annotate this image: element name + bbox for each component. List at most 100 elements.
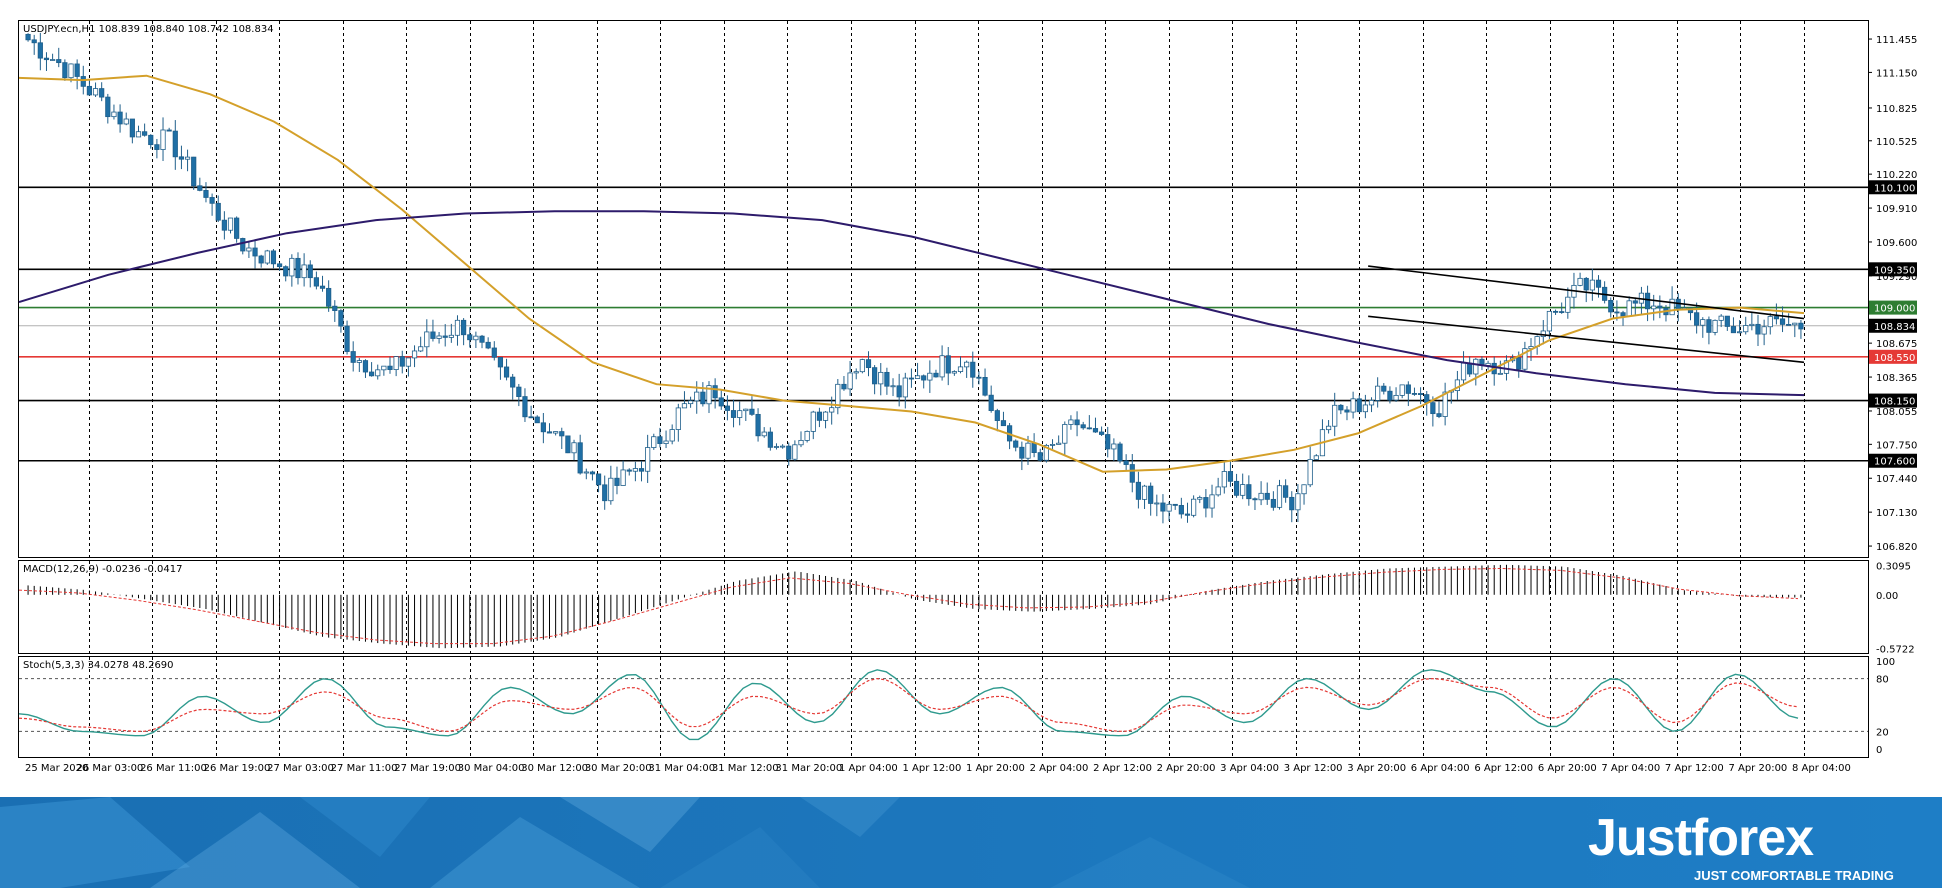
candle-body [1620,312,1626,317]
candle-body [528,416,534,419]
candle-body [1467,362,1473,375]
candle-body [988,394,994,411]
candle-body [497,356,504,368]
trading-chart: 111.455 111.150 110.825 110.525 110.220 109.9… [18,20,1917,774]
candle-body [1669,298,1675,316]
candle-body [589,471,596,475]
candle-body [430,331,436,339]
level-tag-bg [1869,453,1917,468]
candle-body [822,411,829,421]
candle-body [1516,357,1522,370]
time-tick-label: 3 Apr 20:00 [1347,763,1406,774]
candle-body [1387,390,1393,401]
ma-slow-line [18,210,1805,397]
time-tick-label: 30 Mar 20:00 [585,763,652,774]
candle-body [816,411,823,421]
time-tick-label: 27 Mar 19:00 [394,763,461,774]
candle-body [461,319,467,336]
candle-body [1013,440,1019,448]
candle-body [191,156,197,187]
candle-body [197,185,203,191]
candle-body [1191,498,1197,516]
candle-body [1454,379,1461,391]
candle-body [1405,384,1411,394]
brand-tagline: JUST COMFORTABLE TRADING [1694,868,1894,883]
candle-body [92,88,99,96]
candle-body [123,118,129,125]
candle-body [313,277,319,287]
candle-body [1154,502,1160,505]
level-tags: 110.100 109.350 109.000 108.834 108.550 108.1… [1869,180,1917,468]
candle-body [1068,419,1074,425]
candle-body [1411,393,1418,395]
macd-tick-label: 0.3095 [1876,562,1911,573]
candle-body [847,372,853,390]
candle-body [448,334,454,338]
candle-body [614,477,620,486]
stoch-tick-label: 20 [1876,727,1889,738]
candle-body [712,385,718,399]
channel-lower [1368,315,1805,364]
candle-body [884,371,890,387]
price-tick-label: 109.600 [1876,238,1917,249]
candle-body [608,477,614,502]
candle-body [215,202,221,221]
candle-body [1657,305,1663,309]
candle-body [1743,325,1749,333]
candle-body [209,197,215,204]
candle-body [467,334,473,341]
time-tick-label: 31 Mar 12:00 [712,763,779,774]
candle-body [602,484,608,502]
candle-body [1062,424,1068,444]
candle-body [454,319,461,336]
candle-body [43,57,50,61]
candle-body [381,365,387,371]
candle-body [737,410,743,418]
candle-body [442,335,448,338]
candle-body [1651,305,1657,310]
candle-body [1644,292,1651,310]
candle-body [1049,444,1056,446]
candle-body [1270,498,1276,508]
candle-body [1730,326,1737,334]
candle-body [68,63,74,79]
candle-body [921,375,927,381]
time-tick-label: 3 Apr 12:00 [1284,763,1343,774]
candle-body [1307,459,1313,486]
level-tag-label: 108.150 [1874,397,1915,408]
candle-body [1559,311,1565,313]
candle-body [1614,311,1620,314]
macd-signal-line [18,567,1799,645]
level-tag-bg [1869,349,1917,364]
candle-body [638,468,645,472]
candle-body [1718,315,1724,321]
candle-body [1080,424,1086,429]
candle-body [1043,444,1049,461]
candle-body [994,410,1000,421]
candle-body [878,371,884,385]
time-tick-label: 1 Apr 12:00 [903,763,962,774]
candle-body [1706,319,1712,333]
candle-body [307,264,313,279]
candle-body [1031,442,1037,454]
time-tick-label: 27 Mar 03:00 [267,763,334,774]
candle-body [1276,485,1283,508]
candle-body [154,144,160,150]
candle-body [301,264,307,279]
candle-body [1522,348,1528,370]
candle-body [853,371,859,374]
candle-body [1417,393,1424,396]
price-tick-label: 110.220 [1876,170,1917,181]
candle-body [1148,485,1154,504]
candle-body [99,88,105,98]
candle-body [289,257,295,277]
candle-body [1362,404,1368,413]
candle-body [479,335,485,343]
candle-body [1129,464,1135,483]
candle-body [1381,385,1387,392]
candle-body [1264,492,1270,500]
candle-body [1135,481,1142,500]
candle-body [172,130,178,158]
candle-body [694,391,700,402]
time-tick-label: 3 Apr 04:00 [1220,763,1279,774]
